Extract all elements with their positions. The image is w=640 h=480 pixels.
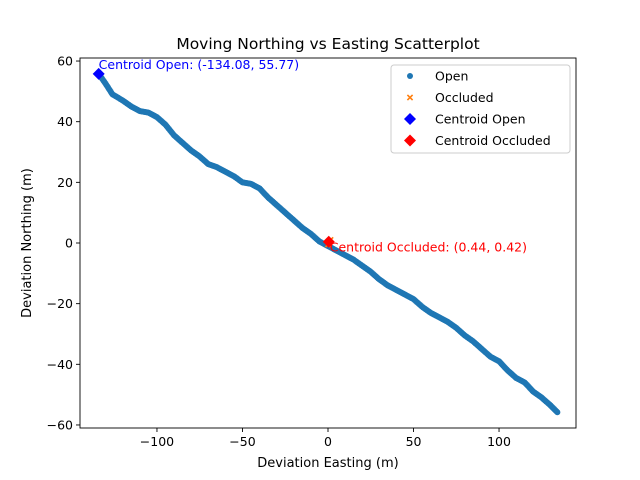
series-centroid-open <box>92 67 105 80</box>
legend-label: Centroid Open <box>435 112 526 127</box>
chart-title: Moving Northing vs Easting Scatterplot <box>176 35 479 53</box>
x-tick-label: 0 <box>324 434 332 449</box>
plot-area <box>92 67 561 416</box>
y-tick-label: 20 <box>57 175 73 190</box>
x-tick-label: −100 <box>140 434 174 449</box>
legend-marker <box>406 94 414 101</box>
data-point <box>554 409 561 416</box>
y-tick-label: −20 <box>47 296 73 311</box>
legend-label: Occluded <box>435 90 494 105</box>
legend: Open Occluded Centroid Open Centroid Occlud… <box>390 64 571 154</box>
data-point <box>92 67 105 80</box>
legend-box <box>390 64 571 154</box>
legend-label: Centroid Occluded <box>435 133 551 148</box>
y-tick-label: −60 <box>47 417 73 432</box>
x-tick-label: −50 <box>229 434 255 449</box>
x-axis: −100 −50 0 50 100 <box>140 428 511 449</box>
legend-marker <box>407 73 413 79</box>
y-axis-label: Deviation Northing (m) <box>20 168 35 318</box>
series-centroid-occluded <box>322 235 335 248</box>
legend-label: Open <box>435 69 468 84</box>
y-tick-label: 0 <box>65 236 73 251</box>
annotations: Centroid Open: (-134.08, 55.77) Centroid … <box>99 57 527 255</box>
annotation-label: Centroid Occluded: (0.44, 0.42) <box>330 240 527 255</box>
y-axis: −60 −40 −20 0 20 40 60 <box>47 54 80 432</box>
y-tick-label: 40 <box>57 114 73 129</box>
annotation-label: Centroid Open: (-134.08, 55.77) <box>99 57 299 72</box>
y-tick-label: −40 <box>47 357 73 372</box>
x-axis-label: Deviation Easting (m) <box>257 456 398 471</box>
x-tick-label: 50 <box>406 434 422 449</box>
y-tick-label: 60 <box>57 54 73 69</box>
legend-marker <box>404 113 416 125</box>
legend-marker <box>404 134 416 147</box>
x-tick-label: 100 <box>487 434 511 449</box>
data-point <box>322 235 335 248</box>
series-open <box>95 70 561 416</box>
